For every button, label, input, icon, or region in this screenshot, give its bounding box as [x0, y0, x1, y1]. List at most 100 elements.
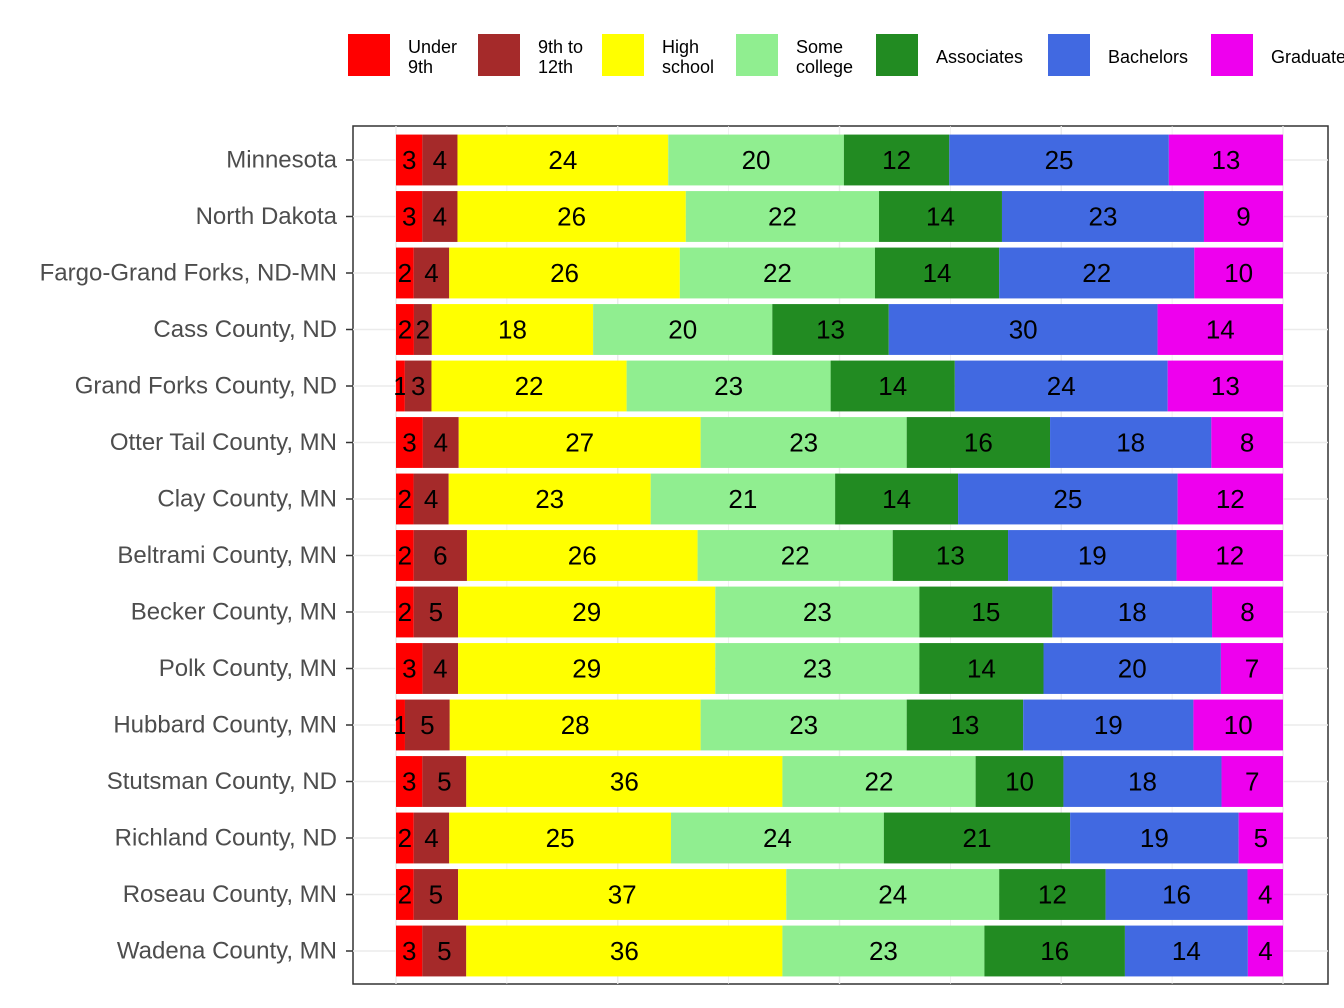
bar-segment [396, 304, 414, 355]
data-label: 23 [803, 654, 832, 684]
data-label: 4 [434, 428, 448, 458]
data-label: 16 [1040, 936, 1069, 966]
bar-segment [449, 812, 671, 864]
data-label: 4 [424, 258, 438, 288]
data-label: 18 [498, 315, 527, 345]
bar-segment [422, 134, 458, 186]
data-label: 13 [936, 541, 965, 571]
bar-segment [396, 925, 423, 977]
data-label: 37 [608, 880, 637, 910]
data-label: 36 [610, 767, 639, 797]
bar-segment [958, 473, 1178, 525]
data-label: 22 [781, 541, 810, 571]
bar-segment [1238, 812, 1283, 864]
bar-segment [422, 925, 467, 977]
bar-segment [843, 134, 950, 186]
bar-segment [1167, 360, 1283, 412]
bar-segment [1176, 530, 1283, 581]
bar-segment [396, 417, 423, 468]
bar-segment [1043, 643, 1221, 694]
y-axis-tick-label: Clay County, MN [157, 486, 337, 513]
bar-segment [1212, 586, 1283, 638]
bar-segment [906, 417, 1051, 468]
data-label: 25 [546, 823, 575, 853]
bar-segment [404, 699, 450, 751]
bar-row: 2 6 26 22 13 19 12 [396, 530, 1283, 581]
data-label: 5 [429, 597, 443, 627]
data-label: 4 [433, 202, 447, 232]
data-label: 23 [789, 710, 818, 740]
y-axis-tick-label: Wadena County, MN [117, 938, 337, 965]
bar-row: 3 5 36 23 16 14 4 [396, 925, 1283, 977]
data-label: 3 [411, 371, 425, 401]
data-label: 26 [557, 202, 586, 232]
bar-segment [396, 586, 414, 638]
data-label: 23 [803, 597, 832, 627]
data-label: 2 [398, 484, 412, 514]
data-label: 10 [1224, 710, 1253, 740]
bar-segment [1177, 473, 1283, 525]
bar-segment [999, 247, 1195, 299]
data-label: 3 [402, 145, 416, 175]
bar-row: 3 4 29 23 14 20 7 [396, 643, 1283, 694]
bar-segment [1050, 417, 1212, 468]
bar-segment [697, 530, 893, 581]
bar-segment [888, 304, 1158, 355]
legend-label: Graduate [1271, 47, 1344, 67]
bar-segment [458, 417, 701, 468]
data-label: 23 [535, 484, 564, 514]
data-label: 22 [1082, 258, 1111, 288]
bar-segment [396, 473, 414, 525]
bar-segment [1008, 530, 1177, 581]
data-label: 16 [964, 428, 993, 458]
bar-segment [458, 869, 787, 920]
data-label: 23 [714, 371, 743, 401]
bar-row: 3 4 27 23 16 18 8 [396, 417, 1283, 468]
bar-segment [422, 756, 467, 807]
bar-segment [396, 699, 405, 751]
legend-label: 9th to 12th [538, 37, 583, 77]
legend-key [478, 34, 520, 76]
bar-row: 2 5 37 24 12 16 4 [396, 869, 1283, 920]
legend-key [736, 34, 778, 76]
bar-segment [396, 756, 423, 807]
data-label: 18 [1116, 428, 1145, 458]
data-label: 20 [742, 145, 771, 175]
bar-segment [668, 134, 844, 186]
bar-segment [954, 360, 1168, 412]
legend-label: Under 9th [408, 37, 457, 77]
data-label: 15 [971, 597, 1000, 627]
bar-segment [1247, 925, 1283, 977]
data-label: 18 [1118, 597, 1147, 627]
bar-segment [413, 247, 450, 299]
bar-segment [1063, 756, 1222, 807]
bar-segment [449, 699, 701, 751]
bar-segment [626, 360, 831, 412]
data-label: 1 [393, 371, 407, 401]
legend-item: Associates [876, 34, 1023, 76]
data-label: 19 [1140, 823, 1169, 853]
bar-segment [396, 360, 405, 412]
data-label: 3 [402, 428, 416, 458]
data-label: 22 [763, 258, 792, 288]
bar-segment [892, 530, 1009, 581]
bar-segment [1220, 643, 1283, 694]
bar-segment [413, 586, 459, 638]
bar-segment [1105, 869, 1248, 920]
legend-label: Associates [936, 47, 1023, 67]
data-label: 5 [437, 767, 451, 797]
bar-segment [1001, 191, 1204, 242]
data-label: 20 [1118, 654, 1147, 684]
data-label: 29 [572, 597, 601, 627]
bar-segment [1211, 417, 1283, 468]
data-label: 22 [515, 371, 544, 401]
legend-key [1048, 34, 1090, 76]
data-label: 24 [878, 880, 907, 910]
bar-segment [422, 191, 458, 242]
data-label: 24 [763, 823, 792, 853]
legend-item: Under 9th [348, 34, 457, 77]
data-label: 8 [1240, 428, 1254, 458]
bar-segment [593, 304, 773, 355]
data-label: 24 [548, 145, 577, 175]
bar-segment [396, 530, 414, 581]
